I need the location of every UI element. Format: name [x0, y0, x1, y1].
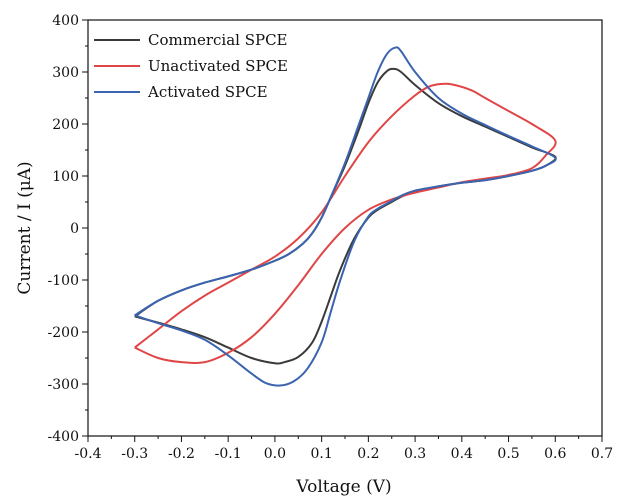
- series-line-commercial-spce: [134, 67, 557, 365]
- series-layer: [134, 46, 557, 387]
- y-tick-label: -100: [48, 273, 79, 289]
- y-tick-label: 300: [52, 65, 79, 81]
- legend-label-activated-spce: Activated SPCE: [147, 83, 268, 101]
- x-tick-label: 0.0: [264, 446, 286, 462]
- x-tick-label: -0.2: [168, 446, 195, 462]
- x-tick-label: 0.3: [404, 446, 426, 462]
- x-tick-label: -0.4: [75, 446, 102, 462]
- x-tick-label: 0.1: [311, 446, 333, 462]
- y-tick-label: 0: [70, 221, 79, 237]
- y-axis-title: Current / I (μA): [15, 161, 35, 294]
- y-tick-label: -400: [48, 429, 79, 445]
- y-tick-label: 400: [52, 13, 79, 29]
- x-tick-label: -0.3: [121, 446, 148, 462]
- legend-label-unactivated-spce: Unactivated SPCE: [148, 57, 288, 75]
- legend-label-commercial-spce: Commercial SPCE: [148, 31, 288, 49]
- x-tick-label: 0.2: [357, 446, 379, 462]
- legend: Commercial SPCE Unactivated SPCE Activated…: [94, 31, 288, 101]
- x-axis-title: Voltage (V): [295, 477, 391, 497]
- y-tick-label: -200: [48, 325, 79, 341]
- x-tick-label: -0.1: [215, 446, 242, 462]
- ticks-layer: -0.4 -0.3 -0.2 -0.1 0.0 0.1 0.2 0.3 0.4 0.5 0.6 0.7…: [48, 13, 614, 462]
- series-line-unactivated-spce: [134, 82, 557, 365]
- y-tick-label: 100: [52, 169, 79, 185]
- series-line-activated-spce: [134, 46, 557, 387]
- x-tick-label: 0.5: [497, 446, 519, 462]
- x-tick-label: 0.6: [544, 446, 566, 462]
- y-tick-label: -300: [48, 377, 79, 393]
- y-tick-label: 200: [52, 117, 79, 133]
- x-tick-label: 0.7: [591, 446, 613, 462]
- x-tick-label: 0.4: [451, 446, 473, 462]
